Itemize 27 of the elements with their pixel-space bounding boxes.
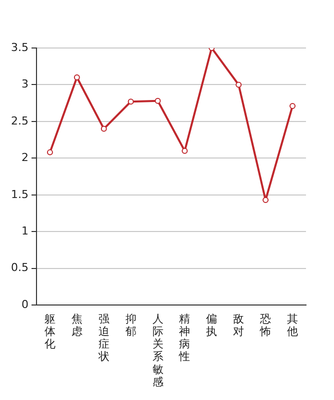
- x-tick-label: 精神病性: [178, 312, 190, 364]
- y-tick-label: 0.5: [10, 261, 28, 274]
- y-tick-label: 1: [21, 224, 28, 238]
- point: [46, 149, 53, 156]
- point: [128, 98, 134, 105]
- y-tick-label: 1.5: [10, 188, 28, 201]
- point: [74, 74, 80, 80]
- y-tick-label: 3.5: [10, 40, 28, 54]
- x-tick-label: 偏执: [206, 312, 218, 338]
- point: [236, 82, 242, 88]
- x-tick-label: 其他: [287, 312, 298, 338]
- y-tick-label: 3: [21, 78, 28, 91]
- point: [262, 197, 269, 204]
- x-tick-label: 强迫症状: [97, 312, 110, 364]
- y-tick-label: 0: [21, 298, 28, 311]
- y-tick-label: 2.5: [10, 114, 28, 128]
- x-tick-label: 抑郁: [125, 312, 136, 338]
- x-tick-label: 躯体化: [44, 312, 56, 351]
- x-tick-label: 敌对: [233, 312, 244, 338]
- x-tick-label: 焦虑: [71, 312, 82, 338]
- x-tick-label: 恐怖: [259, 312, 272, 338]
- x-tick-label: 人际关系敏感: [152, 312, 164, 389]
- y-tick-label: 2: [21, 151, 28, 164]
- point: [100, 126, 107, 132]
- point: [154, 98, 161, 104]
- point: [182, 148, 188, 154]
- point: [290, 103, 296, 110]
